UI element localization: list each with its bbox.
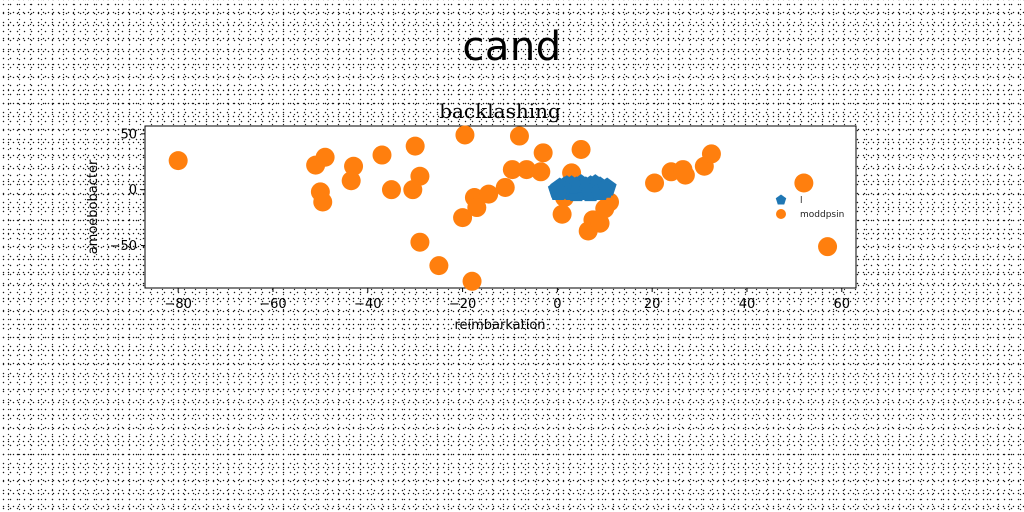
point-moddpsin-42: [818, 237, 838, 257]
point-moddpsin-8: [381, 180, 401, 200]
point-moddpsin-26: [552, 204, 572, 224]
x-tick-label: −20: [449, 297, 476, 312]
x-tick-label: 20: [644, 297, 661, 312]
point-moddpsin-7: [372, 145, 392, 165]
point-moddpsin-4: [313, 192, 333, 212]
point-moddpsin-21: [502, 160, 522, 180]
point-moddpsin-38: [675, 165, 695, 185]
point-moddpsin-12: [410, 232, 430, 252]
point-moddpsin-11: [403, 180, 423, 200]
point-l-31: [548, 181, 568, 201]
point-moddpsin-13: [429, 256, 449, 276]
x-tick-label: −40: [354, 297, 381, 312]
x-tick-label: −80: [164, 297, 191, 312]
point-moddpsin-35: [645, 173, 665, 193]
point-moddpsin-32: [590, 213, 610, 233]
y-axis-title: amoebobacter: [86, 159, 101, 254]
point-moddpsin-22: [509, 126, 529, 146]
legend-label-moddpsin: moddpsin: [800, 210, 844, 220]
point-moddpsin-40: [701, 144, 721, 164]
legend: l moddpsin: [775, 194, 844, 220]
y-axis-ticks: −50 0 50: [110, 127, 145, 254]
x-axis-title: reimbarkation: [454, 318, 545, 333]
point-moddpsin-15: [453, 208, 473, 228]
figure-title: cand: [462, 24, 562, 70]
point-moddpsin-23: [517, 160, 537, 180]
point-moddpsin-9: [405, 136, 425, 156]
point-moddpsin-20: [462, 271, 482, 291]
point-moddpsin-24: [533, 143, 553, 163]
point-moddpsin-0: [168, 151, 188, 171]
x-tick-label: 60: [834, 297, 851, 312]
point-l-30: [597, 177, 617, 196]
y-tick-label: 50: [120, 127, 137, 142]
point-moddpsin-5: [344, 156, 364, 176]
legend-marker-moddpsin: [776, 209, 786, 219]
legend-label-l: l: [800, 196, 803, 206]
legend-marker-l: [775, 194, 787, 205]
chart-title: backlashing: [439, 99, 561, 123]
x-tick-label: −60: [259, 297, 286, 312]
point-moddpsin-14: [455, 125, 475, 145]
data-marks: [168, 125, 838, 291]
x-tick-label: 40: [739, 297, 756, 312]
point-moddpsin-6: [341, 171, 361, 191]
y-tick-label: −50: [110, 239, 137, 254]
y-tick-label: 0: [129, 183, 137, 198]
point-moddpsin-18: [479, 184, 499, 204]
point-moddpsin-25: [531, 162, 551, 182]
x-tick-label: 0: [553, 297, 561, 312]
plot-area: [144, 125, 857, 289]
point-moddpsin-19: [495, 177, 515, 197]
point-moddpsin-29: [571, 139, 591, 159]
point-moddpsin-41: [794, 173, 814, 193]
point-moddpsin-2: [315, 147, 335, 167]
x-axis-ticks: −80 −60 −40 −20 0 20 40 60: [164, 288, 850, 312]
point-moddpsin-17: [467, 198, 487, 218]
